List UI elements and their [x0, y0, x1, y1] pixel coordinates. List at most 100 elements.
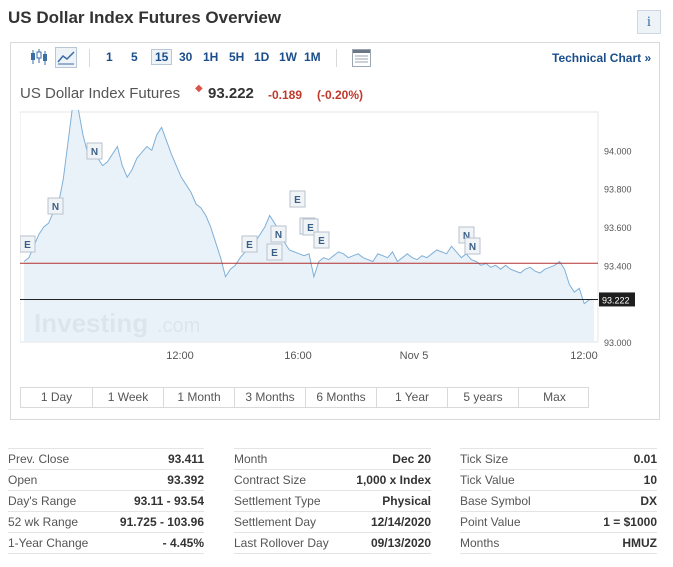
stat-row: Tick Size 0.01	[460, 449, 657, 470]
event-marker-label: E	[307, 223, 314, 234]
range-1-day[interactable]: 1 Day	[21, 388, 93, 407]
event-marker-flag	[313, 231, 330, 249]
chart-panel	[10, 42, 660, 420]
stat-row: Settlement Day 12/14/2020	[234, 512, 431, 533]
interval-1d[interactable]: 1D	[254, 50, 270, 64]
range-1-year[interactable]: 1 Year	[377, 388, 448, 407]
stat-row: Month Dec 20	[234, 449, 431, 470]
stat-value: 93.11 - 93.54	[133, 494, 204, 508]
stat-label: Tick Value	[460, 473, 515, 487]
stat-label: 52 wk Range	[8, 515, 79, 529]
interval-30[interactable]: 30	[179, 50, 193, 64]
event-marker-flag	[241, 235, 258, 253]
stat-value: 93.392	[167, 473, 204, 487]
event-marker-label: N	[52, 202, 59, 213]
stats-divider	[8, 448, 204, 449]
event-marker-label: E	[294, 195, 301, 206]
candlestick-icon[interactable]	[29, 48, 49, 66]
event-marker-flag	[270, 225, 287, 243]
event-marker-flag	[47, 197, 64, 215]
interval-1w[interactable]: 1W	[279, 50, 297, 64]
calendar-grid-icon[interactable]	[352, 49, 371, 67]
stat-label: Settlement Day	[234, 515, 317, 529]
interval-5h[interactable]: 5H	[229, 50, 245, 64]
stat-label: Tick Size	[460, 452, 509, 466]
range-1-week[interactable]: 1 Week	[93, 388, 164, 407]
stats-divider	[460, 448, 657, 449]
stat-label: Months	[460, 536, 500, 550]
event-marker-label: N	[469, 242, 476, 253]
event-marker-flag	[20, 235, 36, 253]
technical-chart-link[interactable]: Technical Chart »	[552, 51, 652, 65]
stat-label: Month	[234, 452, 268, 466]
event-marker-flag	[289, 190, 306, 208]
interval-1m[interactable]: 1M	[304, 50, 321, 64]
event-marker-label: E	[246, 240, 253, 251]
event-marker-label: E	[24, 240, 31, 251]
price-area	[24, 110, 594, 342]
status-dot-icon: ◆	[195, 83, 203, 94]
stat-value: 91.725 - 103.96	[119, 515, 204, 529]
event-marker-label: E	[271, 248, 278, 259]
stat-label: Day's Range	[8, 494, 77, 508]
stat-row: Months HMUZ	[460, 533, 657, 554]
stat-value: Dec 20	[392, 452, 431, 466]
stat-label: Settlement Type	[234, 494, 321, 508]
x-tick-label: Nov 5	[400, 350, 429, 362]
stat-row: 52 wk Range 91.725 - 103.96	[8, 512, 204, 533]
stat-value: - 4.45%	[162, 536, 204, 550]
range-3-months[interactable]: 3 Months	[235, 388, 306, 407]
stat-row: Settlement Type Physical	[234, 491, 431, 512]
x-tick-label: 12:00	[166, 350, 194, 362]
stat-row: Prev. Close 93.411	[8, 449, 204, 470]
instrument-name: US Dollar Index Futures	[20, 85, 181, 102]
info-icon[interactable]: i	[637, 10, 661, 34]
interval-1h[interactable]: 1H	[203, 50, 219, 64]
stat-value: 09/13/2020	[370, 536, 431, 550]
price-line	[23, 110, 595, 305]
stat-label: Base Symbol	[460, 494, 531, 508]
event-marker-flag	[302, 218, 319, 236]
stat-label: Last Rollover Day	[234, 536, 329, 550]
interval-1[interactable]: 1	[106, 50, 113, 64]
interval-15[interactable]: 15	[151, 49, 173, 65]
x-tick-label: 16:00	[284, 350, 312, 362]
price-chart[interactable]: Investing.com94.00093.80093.60093.40093.…	[20, 110, 650, 372]
event-marker-flag	[464, 237, 481, 255]
range-6-months[interactable]: 6 Months	[306, 388, 377, 407]
stat-label: Prev. Close	[8, 452, 70, 466]
stat-row: Contract Size 1,000 x Index	[234, 470, 431, 491]
stat-value: HMUZ	[622, 536, 657, 550]
chart-toolbar: 1 5 15 30 1H 5H 1D 1W 1M	[11, 43, 659, 73]
event-marker-label: N	[275, 230, 282, 241]
stat-row: Open 93.392	[8, 470, 204, 491]
stat-value: 0.01	[633, 452, 657, 466]
range-5-years[interactable]: 5 years	[448, 388, 519, 407]
instrument-change: -0.189	[268, 88, 303, 102]
stat-value: 1,000 x Index	[356, 473, 431, 487]
event-marker-label: N	[91, 147, 98, 158]
interval-5[interactable]: 5	[131, 50, 138, 64]
current-price-badge	[599, 292, 635, 307]
stat-value: 1 = $1000	[603, 515, 657, 529]
stat-label: Open	[8, 473, 38, 487]
stat-value: 93.411	[167, 452, 204, 466]
y-tick-label: 93.400	[604, 261, 632, 271]
current-price-label: 93.222	[602, 295, 630, 305]
stat-label: 1-Year Change	[8, 536, 89, 550]
stat-value: 10	[643, 473, 657, 487]
range-max[interactable]: Max	[543, 390, 566, 404]
instrument-price: 93.222	[208, 85, 254, 102]
range-selector: 1 Day 1 Week 1 Month 3 Months 6 Months 1 Year…	[20, 387, 589, 408]
toolbar-divider	[336, 49, 337, 67]
event-marker-flag	[266, 243, 283, 261]
toolbar-divider	[89, 49, 90, 67]
stat-value: Physical	[382, 494, 431, 508]
area-chart-icon[interactable]	[55, 47, 77, 68]
stat-row: Last Rollover Day 09/13/2020	[234, 533, 431, 554]
range-1-month[interactable]: 1 Month	[164, 388, 235, 407]
x-tick-label: 12:00	[570, 350, 598, 362]
stat-row: Point Value 1 = $1000	[460, 512, 657, 533]
y-tick-label: 93.000	[604, 338, 632, 348]
stat-row: 1-Year Change - 4.45%	[8, 533, 204, 554]
